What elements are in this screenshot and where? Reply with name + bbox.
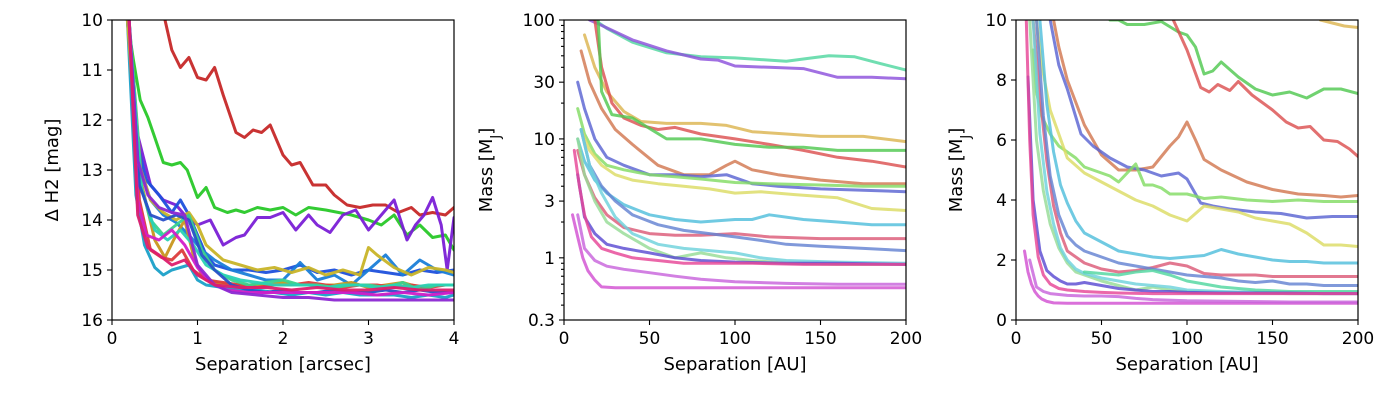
x-tick-label: 3 (363, 329, 374, 349)
y-tick-label: 15 (81, 261, 103, 281)
y-tick-label: 13 (81, 161, 103, 181)
series-line-11 (127, 20, 454, 289)
series-line-16 (1023, 249, 1358, 305)
x-tick-label: 50 (639, 329, 661, 349)
y-tick-label: 16 (81, 311, 103, 331)
y-axis-label: Mass [MJ] (476, 128, 504, 212)
series-line-15 (1024, 20, 1358, 296)
x-axis-label: Separation [AU] (1115, 354, 1258, 375)
series-line-1 (1318, 20, 1358, 29)
y-tick-label: 100 (523, 11, 555, 31)
panel-3: 0 50 100 150 200 0 2 4 6 8 10 Separation [AU] Mass [… (946, 11, 1374, 375)
y-tick-label: 30 (533, 73, 555, 93)
series-line-14 (127, 20, 454, 302)
panel-2: 0 50 100 150 200 0.3 1 3 10 30 100 Separation [AU] M… (476, 11, 922, 375)
x-tick-label: 150 (804, 329, 836, 349)
series-line-17 (1028, 258, 1358, 304)
series-line-10 (1035, 20, 1358, 287)
series-line-2 (125, 20, 454, 252)
y-tick-label: 3 (544, 192, 555, 212)
series-line-7 (576, 80, 906, 194)
series-line-9 (1031, 20, 1358, 278)
series-line-15 (127, 20, 454, 292)
x-tick-label: 1 (192, 329, 203, 349)
series-line-12 (1031, 20, 1358, 295)
x-tick-label: 0 (1011, 329, 1022, 349)
series-line-11 (1028, 20, 1358, 296)
series-line-14 (579, 128, 906, 265)
y-tick-label: 10 (985, 11, 1007, 31)
y-tick-label: 1 (544, 249, 555, 269)
series-line-9 (579, 128, 906, 212)
y-tick-label: 11 (81, 61, 103, 81)
x-tick-label: 2 (278, 329, 289, 349)
y-tick-label: 0.3 (528, 311, 555, 331)
series-line-5 (596, 20, 906, 152)
series-line-2 (1108, 20, 1358, 100)
series-group (1023, 20, 1358, 305)
x-tick-label: 150 (1256, 329, 1288, 349)
series-line-12 (579, 128, 906, 253)
y-tick-label: 10 (81, 11, 103, 31)
y-tick-label: 4 (996, 191, 1007, 211)
y-tick-label: 0 (996, 311, 1007, 331)
series-line-7 (125, 20, 454, 277)
series-line-13 (576, 137, 906, 266)
x-axis-label: Separation [arcsec] (195, 354, 371, 375)
series-line-13 (127, 20, 454, 297)
series-line-4 (593, 20, 906, 169)
y-tick-label: 2 (996, 251, 1007, 271)
y-axis-label: Δ H2 [mag] (42, 119, 63, 222)
series-line-17 (571, 213, 906, 290)
y-tick-label: 8 (996, 71, 1007, 91)
x-tick-label: 4 (449, 329, 460, 349)
series-line-1 (163, 20, 454, 217)
series-group (125, 20, 454, 302)
series-line-2 (588, 20, 906, 81)
series-line-6 (1031, 48, 1358, 203)
series-line-3 (1171, 20, 1358, 158)
x-tick-label: 100 (719, 329, 751, 349)
x-tick-label: 100 (1171, 329, 1203, 349)
x-tick-label: 50 (1091, 329, 1113, 349)
series-line-18 (576, 213, 906, 286)
x-tick-label: 200 (1342, 329, 1374, 349)
series-line-4 (1052, 20, 1358, 199)
series-line-7 (1035, 20, 1358, 248)
y-tick-label: 6 (996, 131, 1007, 151)
series-line-8 (1038, 20, 1358, 265)
x-tick-label: 0 (559, 329, 570, 349)
series-line-13 (1082, 269, 1358, 293)
series-line-1 (593, 20, 906, 72)
series-line-5 (1048, 20, 1358, 220)
series-line-16 (572, 148, 906, 266)
x-tick-label: 0 (107, 329, 118, 349)
x-tick-label: 200 (890, 329, 922, 349)
x-axis-label: Separation [AU] (663, 354, 806, 375)
series-line-8 (576, 107, 906, 188)
y-tick-label: 12 (81, 111, 103, 131)
y-axis-label: Mass [MJ] (946, 128, 974, 212)
series-group (571, 20, 906, 290)
y-tick-label: 14 (81, 211, 103, 231)
series-line-3 (583, 33, 906, 144)
y-tick-label: 10 (533, 130, 555, 150)
